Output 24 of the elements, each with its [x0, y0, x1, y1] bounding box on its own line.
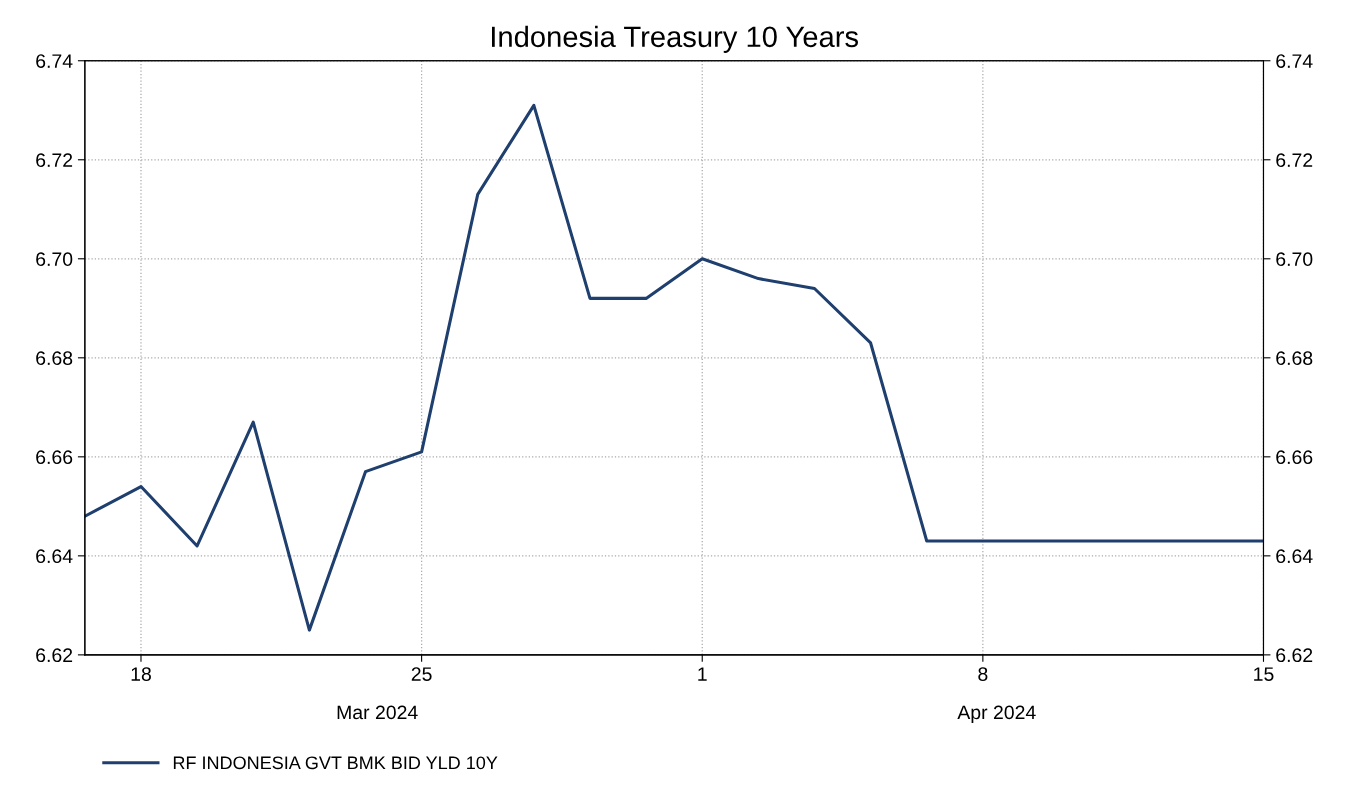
y-tick-label: 6.68	[36, 351, 73, 366]
legend-label: RF INDONESIA GVT BMK BID YLD 10Y	[173, 756, 498, 770]
x-tick-label: 15	[1254, 667, 1274, 681]
chart-title: Indonesia Treasury 10 Years	[492, 25, 858, 53]
y-tick-label: 6.62	[36, 648, 73, 663]
y-tick-label: 6.74	[36, 54, 73, 68]
x-tick-label: 25	[411, 667, 432, 681]
y-tick-label: 6.66	[36, 450, 73, 465]
y-tick-label: 6.64	[36, 549, 73, 564]
x-tick-label: 1	[698, 667, 707, 681]
y-tick-label: 6.72	[36, 153, 73, 168]
y2-tick-label: 6.66	[1276, 450, 1313, 465]
text: Mar 2024	[337, 705, 418, 720]
y2-tick-label: 6.74	[1276, 54, 1313, 68]
line-series	[84, 103, 1264, 632]
x-tick-label: 18	[131, 667, 151, 681]
y2-tick-label: 6.64	[1276, 549, 1313, 564]
text: Apr 2024	[957, 705, 1036, 724]
y-tick-label: 6.70	[36, 252, 73, 267]
y2-tick-label: 6.68	[1276, 351, 1313, 366]
x-tick-label: 8	[978, 667, 988, 681]
y2-tick-label: 6.62	[1276, 648, 1313, 663]
y2-tick-label: 6.70	[1276, 252, 1313, 267]
y2-tick-label: 6.72	[1276, 153, 1313, 168]
